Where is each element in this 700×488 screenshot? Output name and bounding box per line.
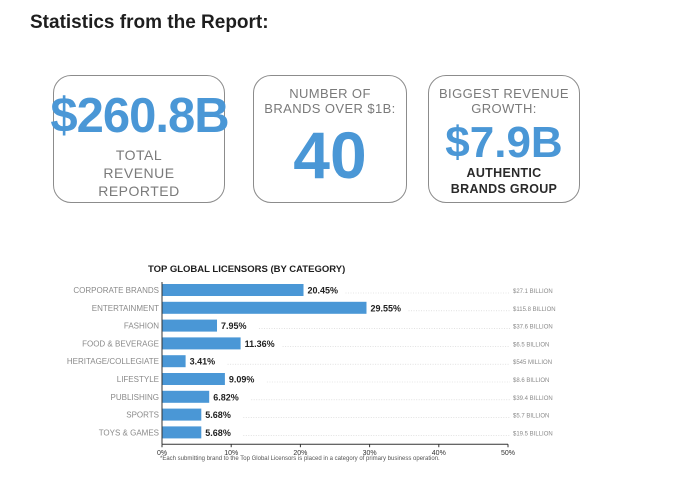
- licensors-bar-chart: TOP GLOBAL LICENSORS (BY CATEGORY) CORPOR…: [67, 264, 556, 455]
- page-heading: Statistics from the Report:: [30, 12, 269, 33]
- x-tick-label: 30%: [363, 450, 377, 455]
- revenue-label: $8.6 BILLION: [513, 378, 549, 384]
- bar: [162, 390, 210, 403]
- x-tick-label: 20%: [293, 450, 307, 455]
- bar: [162, 426, 202, 439]
- category-label: FOOD & BEVERAGE: [82, 339, 159, 348]
- x-tick-label: 50%: [501, 450, 515, 455]
- brands-count-caption: NUMBER OF BRANDS OVER $1B:: [253, 86, 407, 116]
- category-label: SPORTS: [126, 411, 159, 420]
- bar: [162, 319, 218, 332]
- value-label: 5.68%: [205, 410, 231, 420]
- bar: [162, 284, 304, 296]
- caption-line: TOTAL: [115, 147, 163, 163]
- revenue-label: $6.5 BILLION: [513, 342, 549, 348]
- category-label: HERITAGE/COLLEGIATE: [67, 357, 159, 366]
- category-label: CORPORATE BRANDS: [73, 286, 159, 295]
- bar: [162, 373, 225, 385]
- revenue-growth-value: $7.9B: [445, 118, 563, 167]
- total-revenue-value: $260.8B: [50, 89, 229, 143]
- value-label: 7.95%: [221, 321, 247, 331]
- value-label: 6.82%: [213, 392, 239, 402]
- caption-line: BRANDS OVER $1B:: [264, 101, 396, 116]
- revenue-label: $5.7 BILLION: [513, 414, 549, 420]
- bar: [162, 355, 186, 368]
- revenue-label: $545 MILLION: [513, 360, 552, 366]
- total-revenue-caption: TOTAL REVENUE REPORTED: [53, 146, 225, 200]
- revenue-label: $115.8 BILLION: [513, 307, 556, 313]
- value-label: 3.41%: [190, 357, 216, 367]
- x-tick-label: 40%: [432, 450, 446, 455]
- value-label: 11.36%: [245, 339, 275, 349]
- value-label: 9.09%: [229, 375, 255, 385]
- caption-line: GROWTH:: [471, 101, 537, 116]
- x-tick-label: 0%: [157, 450, 167, 455]
- category-label: ENTERTAINMENT: [92, 304, 159, 313]
- bar: [162, 337, 241, 350]
- revenue-label: $39.4 BILLION: [513, 396, 553, 402]
- caption-line: BIGGEST REVENUE: [438, 86, 569, 101]
- revenue-growth-card: [428, 75, 580, 203]
- total-revenue-card: [53, 75, 225, 203]
- revenue-label: $37.6 BILLION: [513, 325, 553, 331]
- value-label: 29.55%: [370, 303, 401, 313]
- x-tick-label: 10%: [224, 450, 238, 455]
- value-label: 5.68%: [205, 428, 231, 438]
- brand-line: AUTHENTIC: [466, 166, 542, 180]
- brand-line: BRANDS GROUP: [450, 182, 558, 196]
- caption-line: REVENUE: [103, 165, 175, 181]
- category-label: FASHION: [124, 322, 159, 331]
- brands-count-card: [253, 75, 407, 203]
- revenue-growth-brand: AUTHENTIC BRANDS GROUP: [428, 165, 580, 197]
- category-label: PUBLISHING: [111, 393, 159, 402]
- value-label: 20.45%: [308, 286, 339, 296]
- chart-title: TOP GLOBAL LICENSORS (BY CATEGORY): [148, 264, 345, 275]
- caption-line: NUMBER OF: [289, 86, 371, 101]
- category-label: LIFESTYLE: [117, 375, 159, 384]
- chart-footnote: *Each submitting brand to the Top Global…: [160, 456, 440, 462]
- bar: [162, 408, 202, 421]
- brands-count-value: 40: [293, 118, 367, 192]
- category-label: TOYS & GAMES: [99, 428, 159, 437]
- caption-line: REPORTED: [98, 183, 180, 199]
- revenue-label: $27.1 BILLION: [513, 289, 553, 295]
- revenue-label: $19.5 BILLION: [513, 431, 553, 437]
- bar: [162, 301, 367, 314]
- revenue-growth-caption: BIGGEST REVENUE GROWTH:: [428, 86, 580, 116]
